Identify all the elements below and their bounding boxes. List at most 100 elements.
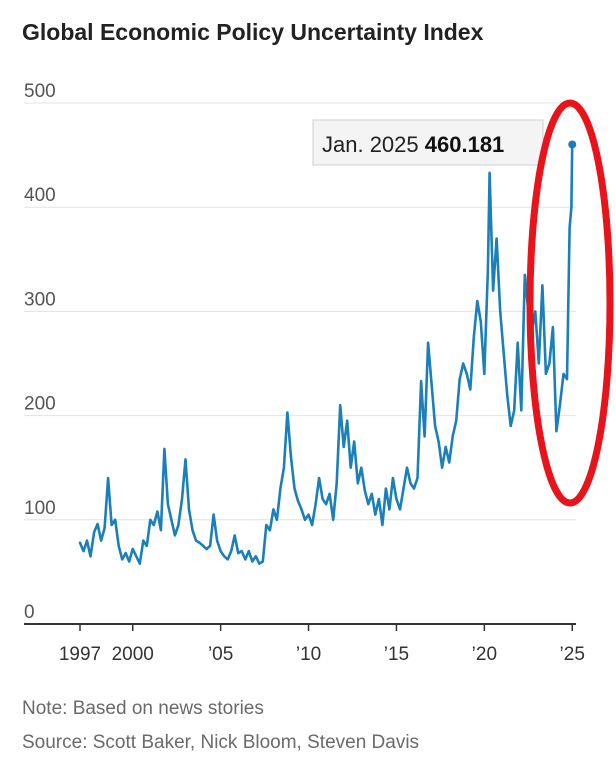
data-point	[469, 388, 472, 391]
data-point	[146, 545, 148, 547]
data-point	[516, 341, 519, 344]
data-point	[307, 513, 310, 516]
data-point	[328, 493, 331, 495]
data-point	[107, 477, 109, 479]
data-point	[492, 289, 494, 292]
data-point	[167, 503, 169, 506]
data-point	[545, 373, 547, 375]
data-point	[276, 519, 278, 521]
data-point	[466, 373, 468, 375]
y-tick-label: 500	[24, 81, 56, 102]
y-tick-label: 200	[24, 394, 56, 415]
data-point	[212, 513, 215, 516]
data-point	[89, 555, 92, 558]
data-point	[163, 448, 166, 450]
data-point	[392, 477, 394, 479]
data-point	[100, 539, 102, 542]
data-point	[135, 555, 138, 558]
data-point	[502, 352, 505, 354]
data-point	[79, 541, 81, 544]
x-axis: 1997 2000 ’05 ’10 ’15 ’20 ’25	[59, 624, 585, 665]
latest-value-annotation: Jan. 2025 460.181	[312, 119, 544, 166]
data-point	[258, 562, 261, 565]
data-point	[191, 529, 194, 531]
data-point	[177, 524, 180, 526]
y-tick-label: 0	[24, 602, 35, 623]
y-axis-tick-labels: 0 100 200 300 400 500	[24, 81, 56, 623]
data-point	[160, 529, 162, 531]
data-point	[174, 534, 176, 537]
y-tick-label: 400	[24, 185, 56, 206]
data-point	[128, 560, 130, 563]
data-point	[311, 524, 313, 526]
data-point	[110, 524, 113, 526]
data-point	[524, 274, 526, 276]
data-point	[325, 503, 327, 506]
data-point	[378, 498, 380, 500]
data-point	[237, 552, 239, 554]
data-point	[170, 519, 173, 521]
data-point	[86, 539, 88, 542]
data-point	[314, 503, 317, 506]
data-point	[153, 524, 155, 526]
data-point	[226, 558, 229, 561]
data-point	[286, 411, 289, 414]
data-point	[240, 550, 243, 552]
data-point	[205, 548, 208, 550]
latest-value-marker	[568, 140, 577, 149]
data-point	[209, 545, 211, 547]
data-point	[342, 446, 345, 448]
data-point	[473, 336, 475, 339]
data-point	[93, 531, 95, 534]
data-point	[293, 487, 296, 490]
data-point	[413, 487, 415, 490]
y-tick-label: 100	[24, 498, 56, 519]
data-point	[423, 435, 426, 438]
data-point	[255, 555, 257, 558]
x-tick-label: ’20	[472, 644, 497, 665]
data-point	[202, 545, 204, 547]
annotation-text: Jan. 2025 460.181	[322, 132, 504, 157]
annotation-date: Jan. 2025	[322, 132, 419, 157]
data-point	[272, 508, 275, 511]
data-point	[353, 440, 356, 443]
data-point	[269, 529, 271, 531]
data-point	[223, 555, 225, 558]
data-point	[248, 550, 250, 552]
data-point	[499, 310, 502, 313]
note-text: Note: Based on news stories	[22, 698, 264, 719]
data-point	[483, 373, 486, 375]
x-tick-label: ’25	[560, 644, 585, 665]
data-point	[265, 524, 268, 526]
data-point	[332, 519, 335, 521]
data-point	[509, 425, 512, 427]
data-point	[568, 227, 571, 229]
data-point	[117, 545, 120, 547]
data-point	[188, 508, 190, 511]
data-point	[346, 420, 349, 422]
data-point	[283, 466, 285, 469]
data-point	[367, 503, 370, 506]
data-point	[562, 373, 565, 375]
x-tick-label: 1997	[59, 644, 101, 665]
chart-title: Global Economic Policy Uncertainty Index	[22, 19, 484, 45]
data-point	[96, 523, 99, 525]
data-point	[233, 534, 236, 537]
data-point	[552, 326, 554, 328]
data-point	[216, 539, 218, 542]
data-point	[427, 341, 429, 344]
data-point	[290, 456, 292, 459]
annotation-value: 460.181	[425, 132, 505, 157]
data-point	[451, 435, 454, 438]
data-point	[406, 466, 408, 469]
data-point	[566, 378, 568, 380]
y-tick-label: 300	[24, 289, 56, 310]
data-point	[541, 284, 544, 287]
data-point	[262, 560, 264, 563]
data-point	[297, 500, 299, 502]
data-point	[455, 420, 458, 422]
data-point	[538, 362, 540, 365]
data-point	[395, 498, 398, 500]
data-point	[103, 527, 106, 529]
data-point	[399, 508, 401, 511]
